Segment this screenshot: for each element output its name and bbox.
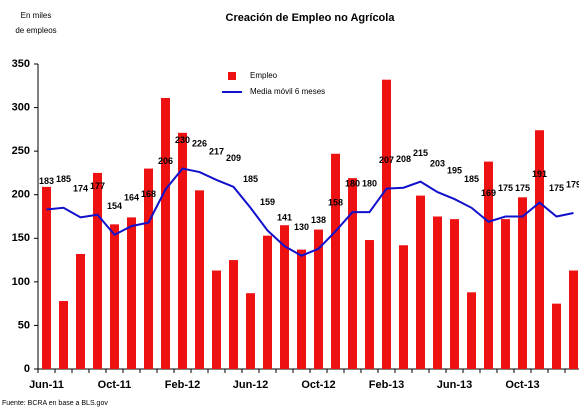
chart-title: Creación de Empleo no Agrícola <box>226 12 396 24</box>
data-label: 207 <box>379 155 394 165</box>
bar <box>535 130 544 369</box>
data-label: 169 <box>481 188 496 198</box>
legend-swatch <box>228 72 236 80</box>
bar <box>484 161 493 369</box>
bar <box>229 260 238 369</box>
bar <box>314 229 323 369</box>
y-tick-label: 100 <box>12 276 30 288</box>
source: Fuente: BCRA en base a BLS.gov <box>2 400 108 407</box>
x-tick-label: Jun-12 <box>233 379 268 391</box>
bar <box>93 172 102 369</box>
bar <box>348 178 357 369</box>
data-label: 174 <box>73 184 88 194</box>
bar <box>569 270 578 369</box>
y-unit: En miles <box>21 11 52 20</box>
x-tick-label: Feb-12 <box>165 379 200 391</box>
y-tick-label: 200 <box>12 189 30 201</box>
data-label: 230 <box>175 135 190 145</box>
data-label: 183 <box>39 176 54 186</box>
data-label: 191 <box>532 169 547 179</box>
y-tick-label: 350 <box>12 58 30 70</box>
x-tick-label: Feb-13 <box>369 379 404 391</box>
data-label: 209 <box>226 153 241 163</box>
data-label: 215 <box>413 148 428 158</box>
x-tick-label: Oct-11 <box>98 379 132 391</box>
bar <box>552 303 561 369</box>
y-tick-label: 300 <box>12 101 30 113</box>
x-tick-label: Jun-11 <box>29 379 64 391</box>
data-label: 175 <box>498 183 513 193</box>
bar <box>59 301 68 369</box>
data-label: 179 <box>566 179 579 189</box>
data-label: 177 <box>90 181 105 191</box>
y-tick-label: 50 <box>18 319 30 331</box>
bar <box>416 195 425 369</box>
data-label: 206 <box>158 156 173 166</box>
data-label: 185 <box>243 174 258 184</box>
line <box>46 167 574 257</box>
bar <box>382 79 391 369</box>
bar <box>42 186 51 369</box>
data-label: 175 <box>549 183 564 193</box>
data-label: 159 <box>260 197 275 207</box>
data-label: 141 <box>277 213 292 223</box>
bar <box>212 270 221 369</box>
data-label: 203 <box>430 158 445 168</box>
bar <box>365 240 374 369</box>
bar <box>144 168 153 369</box>
bar <box>501 219 510 369</box>
data-label: 226 <box>192 138 207 148</box>
data-label: 185 <box>464 174 479 184</box>
bar <box>246 293 255 369</box>
x-tick-label: Oct-13 <box>505 379 539 391</box>
bar <box>76 253 85 369</box>
bar <box>297 249 306 369</box>
data-label: 154 <box>107 201 122 211</box>
bar <box>331 153 340 369</box>
x-tick-label: Jun-13 <box>437 379 472 391</box>
bar <box>280 225 289 369</box>
data-label: 168 <box>141 189 156 199</box>
y-tick-label: 250 <box>12 145 30 157</box>
data-label: 208 <box>396 154 411 164</box>
data-label: 158 <box>328 198 343 208</box>
bar <box>195 190 204 369</box>
legend-label: Empleo <box>250 71 278 80</box>
data-label: 130 <box>294 222 309 232</box>
data-label: 180 <box>345 179 360 189</box>
data-label: 195 <box>447 165 462 175</box>
legend-label: Media móvil 6 meses <box>250 87 325 96</box>
data-label: 175 <box>515 183 530 193</box>
bar <box>450 219 459 369</box>
bar <box>467 292 476 369</box>
data-label: 164 <box>124 192 139 202</box>
y-tick-label: 0 <box>24 363 30 375</box>
data-label: 138 <box>311 215 326 225</box>
bar <box>263 235 272 369</box>
y-unit: de empleos <box>15 26 56 35</box>
bar <box>518 197 527 369</box>
data-label: 217 <box>209 146 224 156</box>
bar <box>110 224 119 369</box>
y-tick-label: 150 <box>12 232 30 244</box>
bar <box>127 217 136 369</box>
x-tick-label: Oct-12 <box>301 379 335 391</box>
data-label: 180 <box>362 179 377 189</box>
bar <box>433 216 442 369</box>
bar <box>161 97 170 369</box>
bar <box>399 245 408 369</box>
bar <box>178 132 187 369</box>
data-label: 185 <box>56 174 71 184</box>
